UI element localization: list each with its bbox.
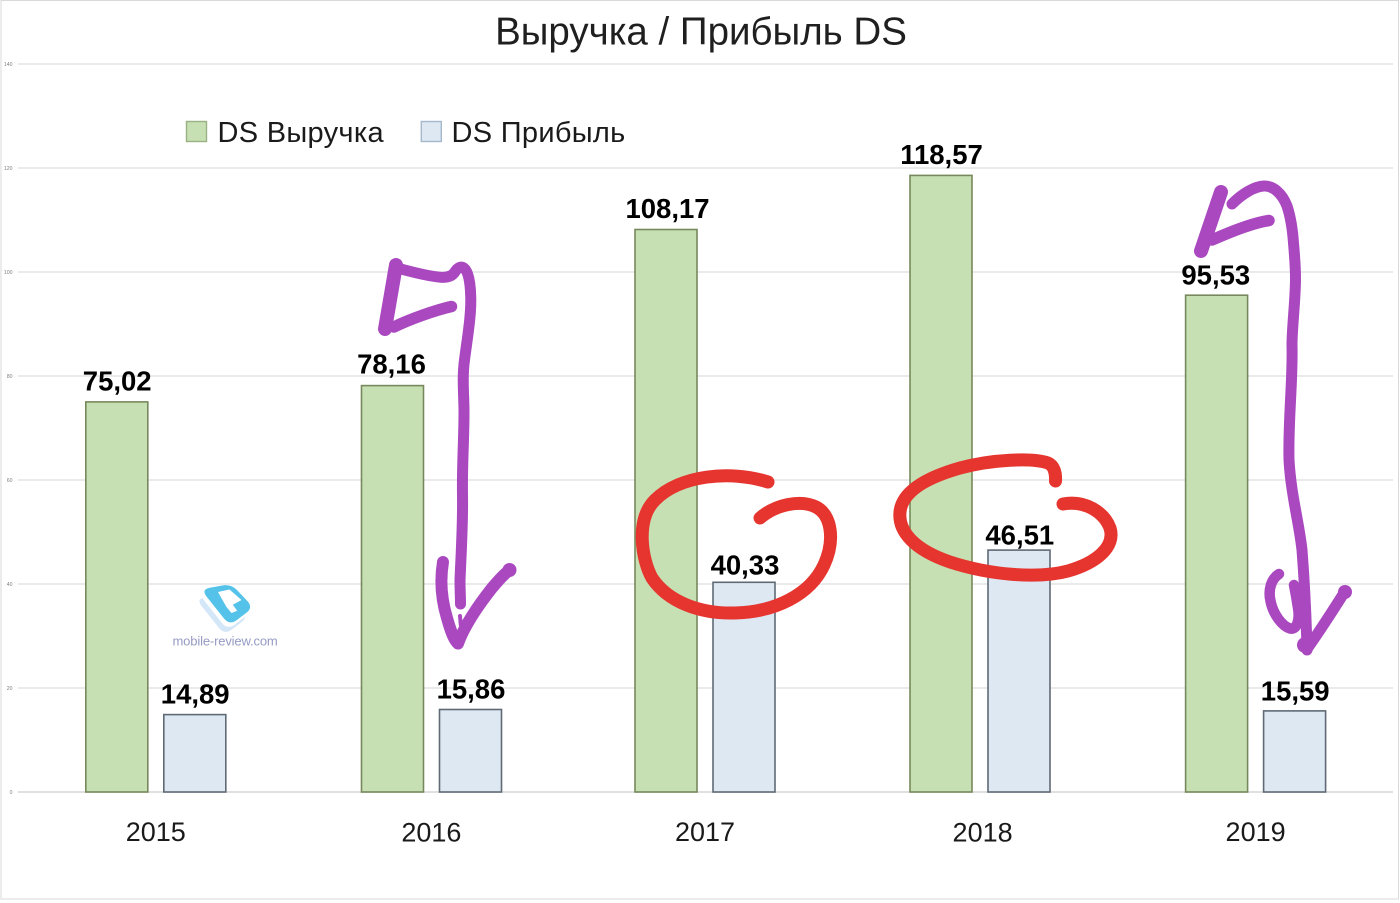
svg-text:DS Выручка: DS Выручка [218,117,385,149]
svg-text:2016: 2016 [401,817,461,847]
svg-text:40: 40 [7,582,13,588]
svg-text:95,53: 95,53 [1181,260,1250,291]
svg-text:DS Прибыль: DS Прибыль [452,117,626,149]
svg-text:0: 0 [10,790,13,796]
svg-text:15,59: 15,59 [1261,675,1330,706]
svg-text:75,02: 75,02 [83,366,152,397]
svg-text:60: 60 [7,478,13,484]
svg-text:2019: 2019 [1226,817,1286,847]
svg-text:Выручка / Прибыль DS: Выручка / Прибыль DS [495,11,907,54]
svg-text:2015: 2015 [126,817,186,847]
svg-text:20: 20 [7,686,13,692]
svg-text:120: 120 [4,166,13,172]
svg-text:118,57: 118,57 [900,139,983,170]
svg-text:46,51: 46,51 [985,520,1054,551]
svg-text:108,17: 108,17 [625,193,709,224]
svg-text:78,16: 78,16 [357,349,426,380]
svg-text:15,86: 15,86 [437,674,506,705]
svg-text:40,33: 40,33 [711,550,780,581]
svg-text:mobile-review.com: mobile-review.com [173,634,278,649]
svg-text:100: 100 [4,270,13,276]
svg-text:2018: 2018 [953,817,1013,847]
svg-text:80: 80 [7,374,13,380]
svg-text:14,89: 14,89 [161,679,230,710]
svg-text:140: 140 [4,62,13,68]
svg-text:2017: 2017 [675,817,735,847]
